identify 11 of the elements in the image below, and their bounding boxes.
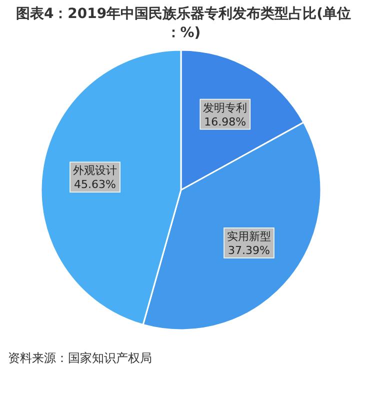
slice-label: 发明专利 [203, 101, 248, 114]
text: 资料来源：国家知识产权局 [8, 351, 152, 365]
label: 外观设计 45.63% [70, 162, 120, 193]
label: 实用新型 37.39% [224, 228, 274, 258]
data-label: 37.39% [228, 244, 270, 257]
data-label: 45.63% [74, 178, 116, 192]
slice-label: 外观设计 [73, 164, 118, 178]
data-label: 16.98% [204, 115, 246, 128]
chart-title: 图表4：2019年中国民族乐器专利发布类型占比(单位：%) [16, 5, 352, 41]
slice-label: 实用新型 [226, 230, 271, 243]
label: 发明专利 16.98% [200, 98, 251, 130]
